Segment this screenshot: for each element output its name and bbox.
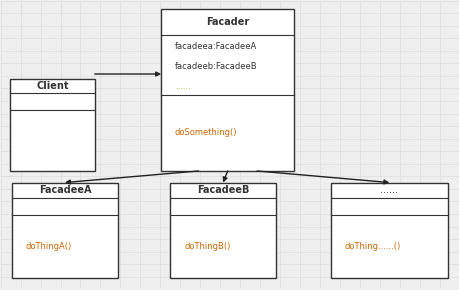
Text: doThingA(): doThingA() xyxy=(26,242,72,251)
Text: ......: ...... xyxy=(380,185,397,195)
Bar xyxy=(161,9,294,171)
Text: ......: ...... xyxy=(174,81,190,90)
Text: FacadeeB: FacadeeB xyxy=(196,185,249,195)
Bar xyxy=(330,182,447,278)
Text: Facader: Facader xyxy=(206,17,249,27)
Text: facadeea:FacadeeA: facadeea:FacadeeA xyxy=(174,42,257,51)
Text: facadeeb:FacadeeB: facadeeb:FacadeeB xyxy=(174,61,257,70)
Text: doSomething(): doSomething() xyxy=(174,128,237,137)
Bar xyxy=(10,79,95,171)
Text: doThing......(): doThing......() xyxy=(344,242,400,251)
Text: Client: Client xyxy=(36,81,68,91)
Bar xyxy=(170,182,275,278)
Text: doThingB(): doThingB() xyxy=(184,242,230,251)
Bar xyxy=(12,182,118,278)
Text: FacadeeA: FacadeeA xyxy=(39,185,91,195)
